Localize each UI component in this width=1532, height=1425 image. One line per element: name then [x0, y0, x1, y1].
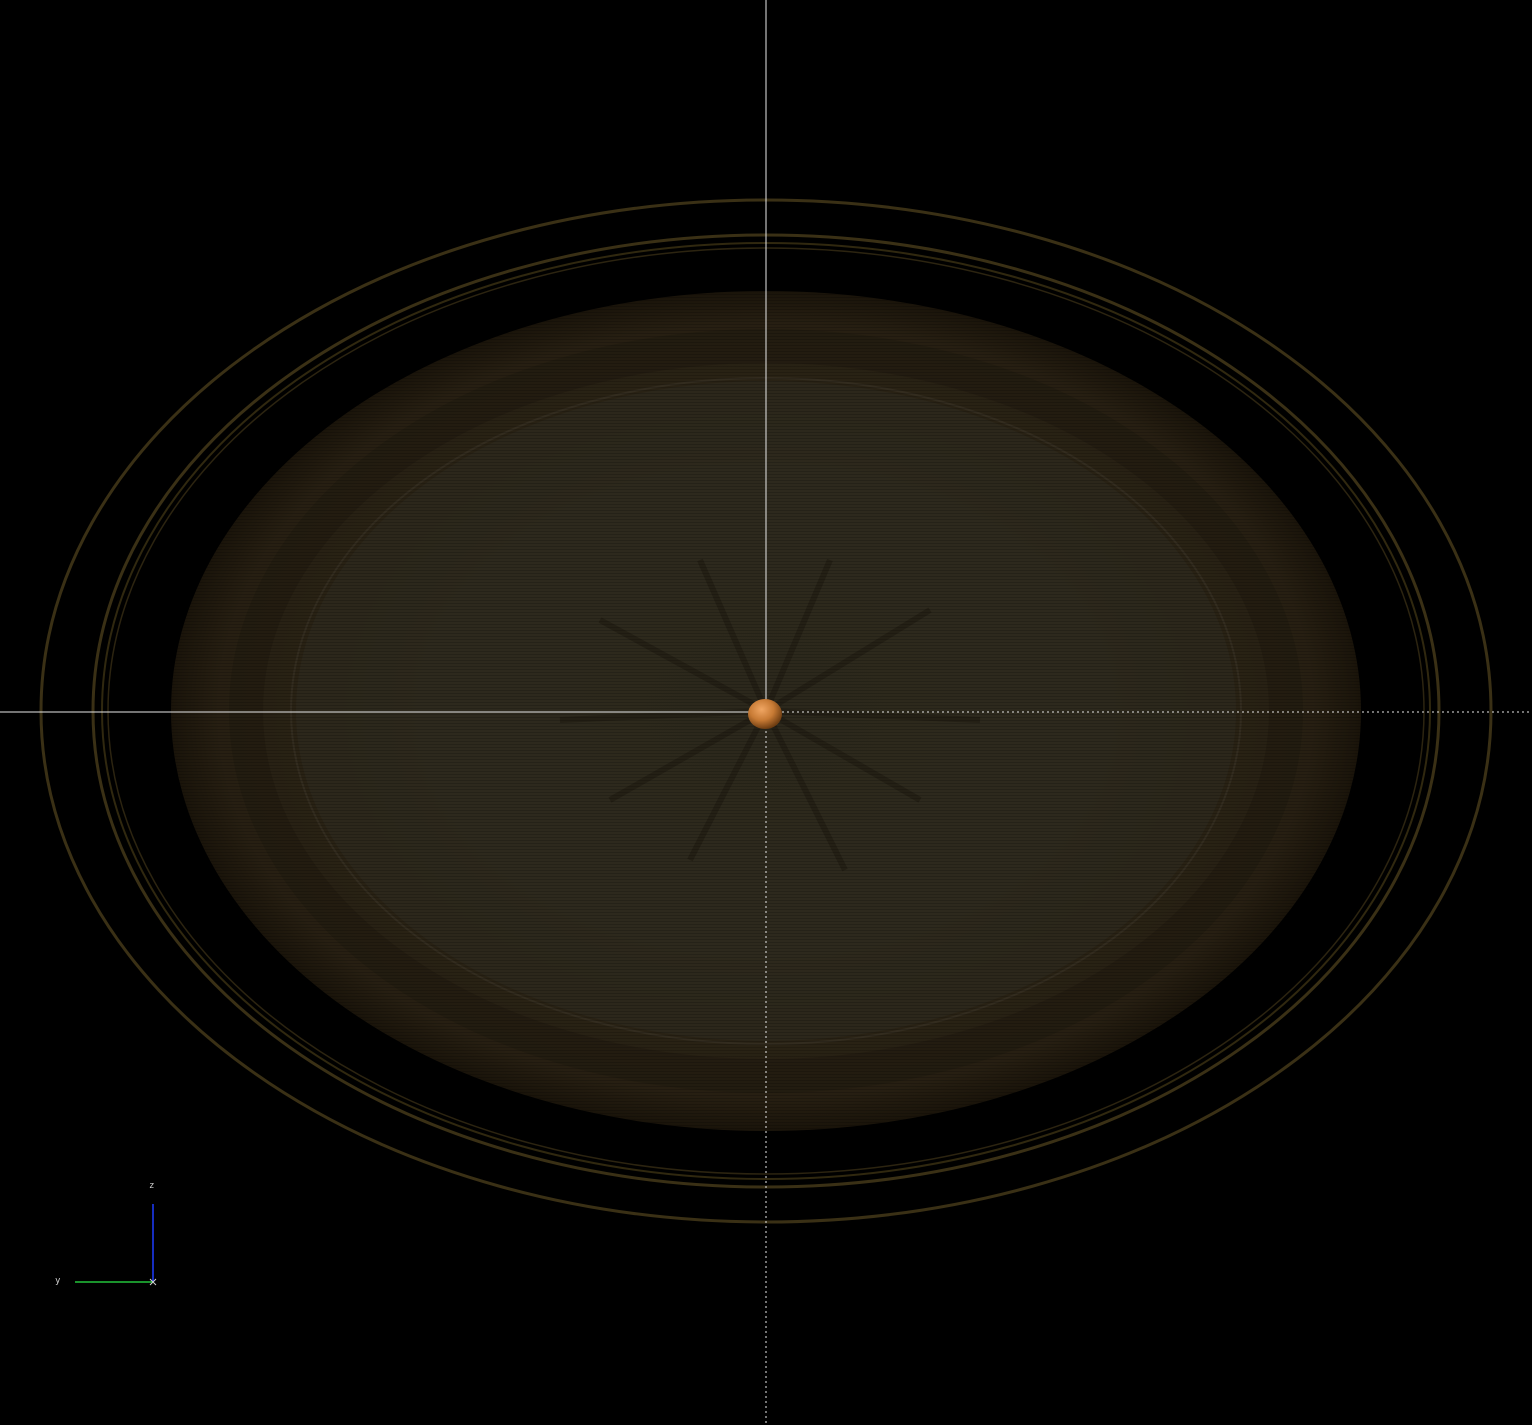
orientation-gizmo: [75, 1204, 157, 1286]
gizmo-x-marker: [149, 1278, 157, 1286]
gizmo-y-label: y: [55, 1276, 61, 1286]
gizmo-z-label: z: [149, 1181, 155, 1191]
central-body[interactable]: [748, 699, 782, 729]
